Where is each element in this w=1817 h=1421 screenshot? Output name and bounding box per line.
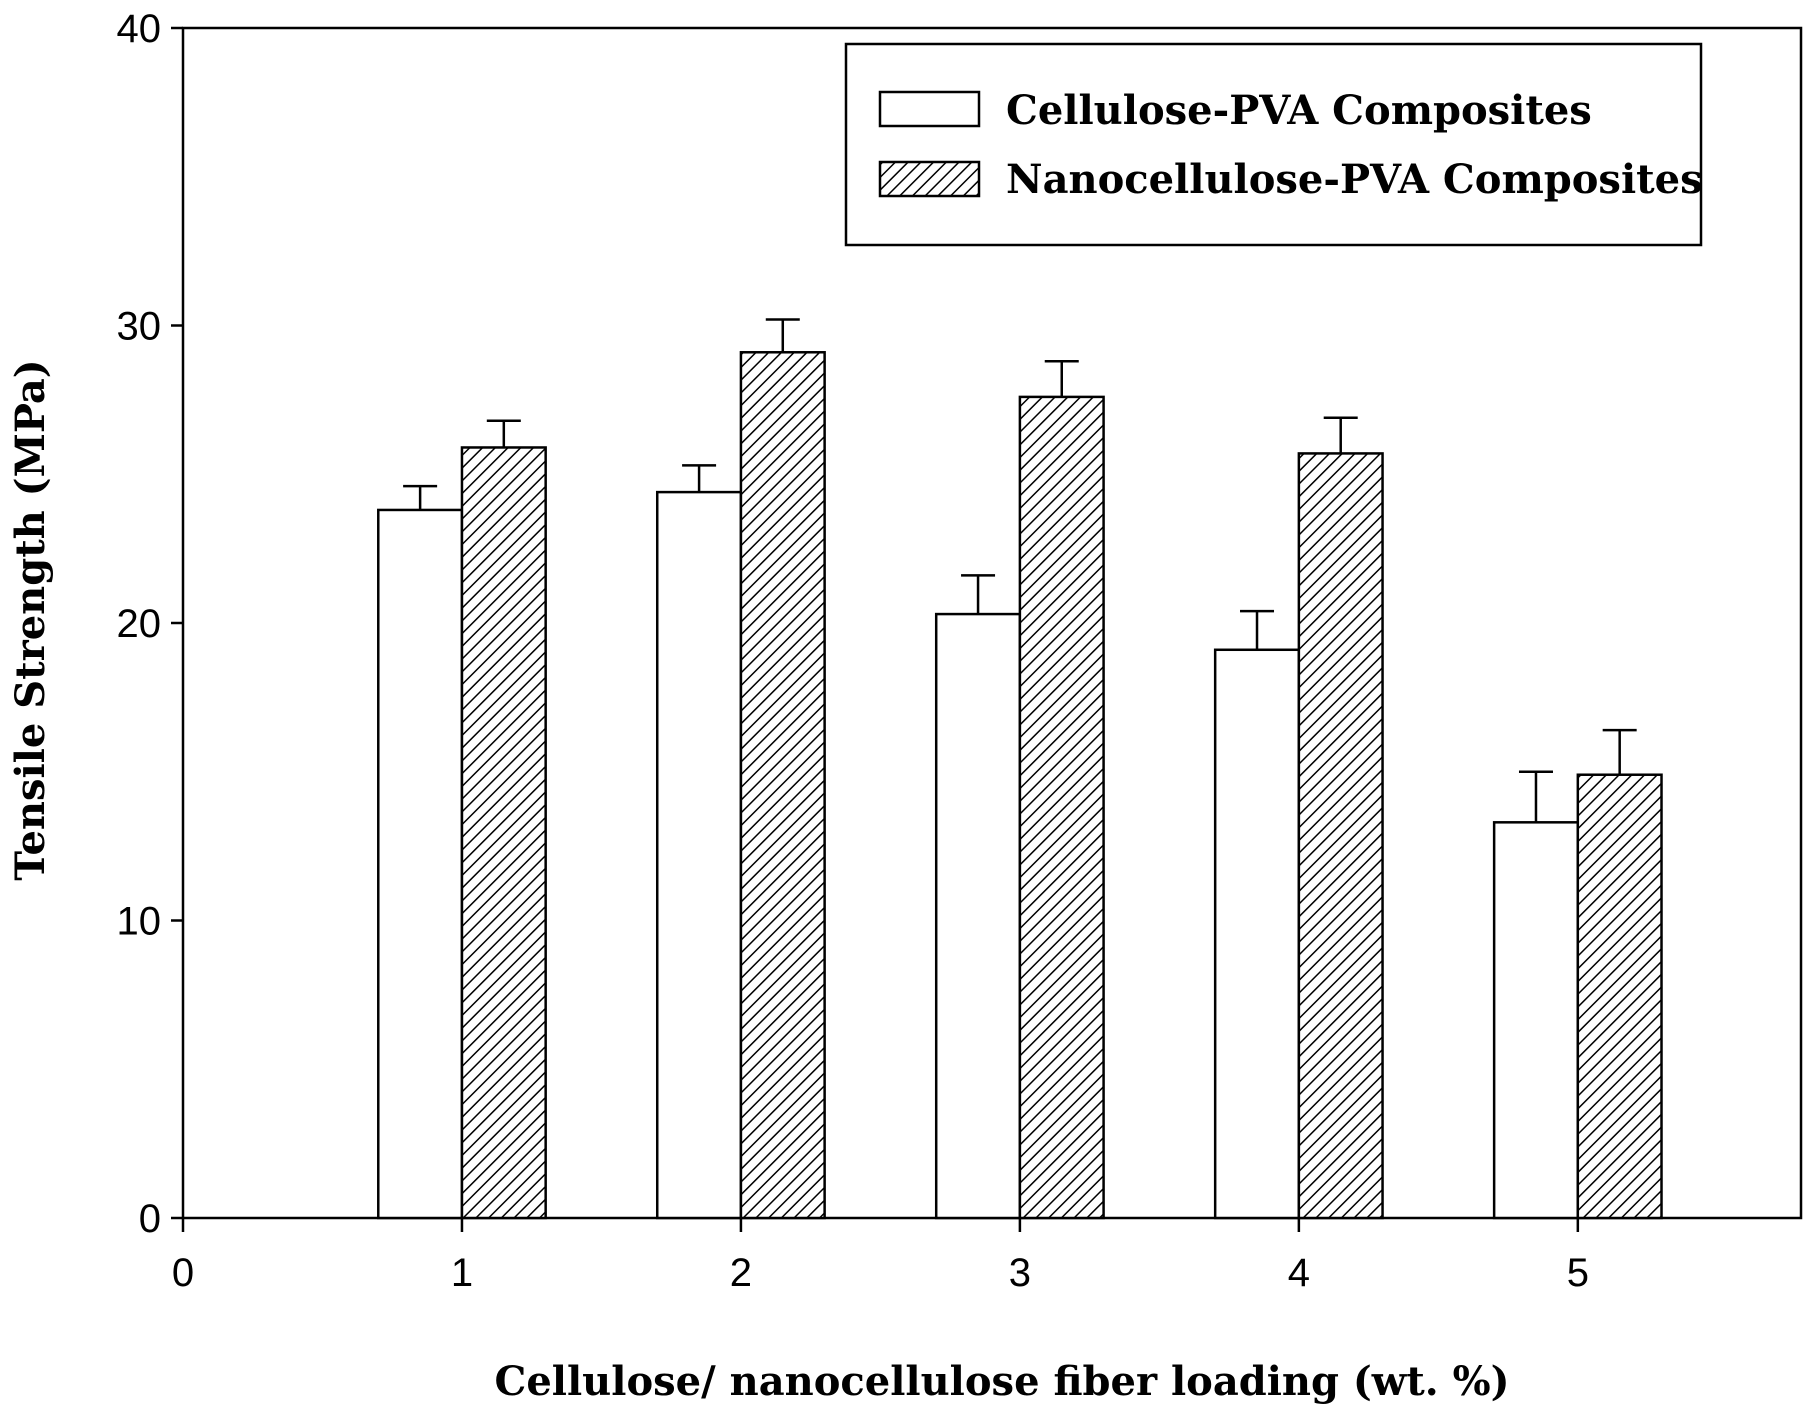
bar-nanocellulose [1297,452,1384,1220]
bar-nanocellulose [1018,395,1105,1220]
bar-cellulose [1492,821,1580,1220]
legend-swatch-nanocellulose [878,160,981,198]
bar-nanocellulose [739,351,826,1220]
x-tick-label: 4 [1288,1251,1310,1295]
bar-nanocellulose [460,446,547,1220]
y-tick-label: 10 [117,900,162,944]
x-tick-label: 2 [730,1251,752,1295]
bar-nanocellulose [1576,773,1663,1220]
y-tick-label: 20 [117,602,162,646]
x-tick-label: 3 [1009,1251,1031,1295]
bar-cellulose [1213,648,1301,1220]
y-tick-label: 40 [117,7,162,51]
legend-label-cellulose: Cellulose-PVA Composites [1006,87,1592,134]
legend-box [844,42,1703,247]
bar-cellulose [934,612,1022,1220]
y-tick-label: 0 [139,1197,161,1241]
x-axis-title: Cellulose/ nanocellulose fiber loading (… [495,1358,1510,1405]
legend-swatch-cellulose [878,90,981,128]
legend: Cellulose-PVA Composites Nanocellulose-P… [844,42,1703,247]
bar-cellulose [377,508,464,1220]
x-tick-label: 1 [451,1251,473,1295]
bar-cellulose [655,490,743,1220]
y-axis-title: Tensile Strength (MPa) [7,359,54,880]
x-tick-label: 0 [172,1251,194,1295]
x-tick-label: 5 [1567,1251,1589,1295]
legend-label-nanocellulose: Nanocellulose-PVA Composites [1006,156,1703,203]
y-tick-label: 30 [117,305,162,349]
